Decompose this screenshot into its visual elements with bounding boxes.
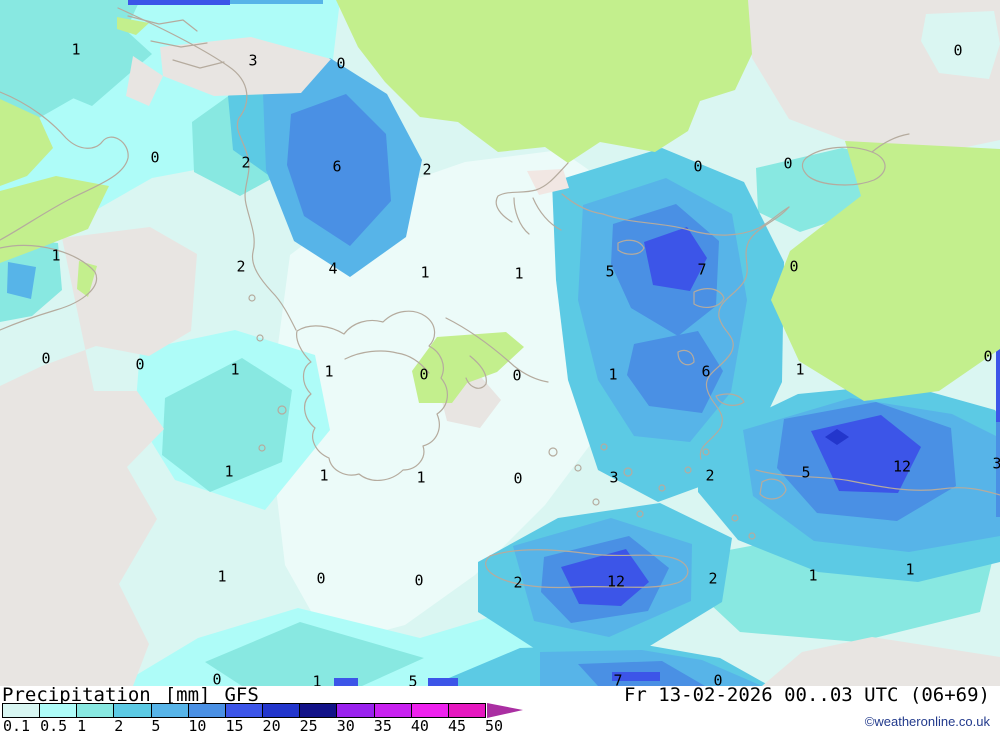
map-value-labels: 1 3 0 0 0 2 6 2 0 0 1 2 4 1 1 5 7 0 0 0 1 1 0 0 1 6 1 0 1 1 1 0 3 2 5 12 3 1 0… (41, 40, 1000, 686)
map-value: 12 (606, 572, 626, 591)
map-value: 0 (783, 154, 793, 173)
map-value: 7 (697, 260, 707, 279)
map-value: 1 (420, 263, 430, 282)
legend-tick-label: 30 (336, 717, 355, 733)
map-value: 0 (316, 569, 326, 588)
map-value: 0 (953, 41, 963, 60)
legend-segment (188, 704, 226, 717)
map-value: 1 (795, 360, 805, 379)
map-value: 2 (241, 153, 251, 172)
legend-tick-label: 35 (373, 717, 392, 733)
legend-segment (225, 704, 264, 717)
legend-segment (77, 704, 115, 717)
map-value: 5 (605, 262, 615, 281)
no-precip-overlays (0, 0, 1000, 686)
map-value: 1 (905, 560, 915, 579)
map-value: 0 (150, 148, 160, 167)
map-value: 0 (983, 347, 993, 366)
legend-segment (40, 704, 78, 717)
map-value: 12 (892, 457, 912, 476)
map-value: 4 (328, 259, 338, 278)
map-value: 3 (992, 454, 1000, 473)
forecast-datetime: Fr 13-02-2026 00..03 UTC (06+69) (623, 684, 990, 706)
map-value: 3 (248, 51, 258, 70)
legend-tick-label: 0.5 (40, 717, 68, 733)
map-value: 0 (212, 670, 222, 686)
map-value: 6 (332, 157, 342, 176)
map-value: 7 (613, 671, 623, 686)
map-value: 1 (217, 567, 227, 586)
legend-tick-label: 1 (77, 717, 87, 733)
legend-tick-label: 40 (410, 717, 429, 733)
legend-tick-label: 50 (485, 717, 504, 733)
map-value: 1 (808, 566, 818, 585)
precipitation-map: 1 3 0 0 0 2 6 2 0 0 1 2 4 1 1 5 7 0 0 0 1 1 0 0 1 6 1 0 1 1 1 0 3 2 5 12 3 1 0… (0, 0, 1000, 686)
legend-segment (300, 704, 338, 717)
legend-tick-label: 0.1 (3, 717, 31, 733)
map-value: 1 (514, 264, 524, 283)
legend-segment (337, 704, 375, 717)
map-value: 2 (422, 160, 432, 179)
legend-segment (263, 704, 301, 717)
map-value: 1 (608, 365, 618, 384)
legend-tick-label: 5 (151, 717, 161, 733)
map-value: 0 (713, 671, 723, 686)
map-value: 1 (230, 360, 240, 379)
map-value: 0 (419, 365, 429, 384)
title-parameter: Precipitation (2, 684, 151, 706)
legend-segment (3, 704, 41, 717)
map-value: 0 (789, 257, 799, 276)
legend-segment (374, 704, 412, 717)
legend-tick-label: 10 (188, 717, 207, 733)
map-value: 5 (801, 463, 811, 482)
map-value: 0 (135, 355, 145, 374)
map-value: 0 (41, 349, 51, 368)
legend-tick-label: 45 (447, 717, 467, 733)
map-value: 2 (513, 573, 523, 592)
map-value: 2 (236, 257, 246, 276)
legend-tick-label: 15 (225, 717, 244, 733)
map-value: 1 (224, 462, 234, 481)
map-value: 5 (408, 672, 418, 686)
title-units: [mm] (164, 684, 211, 706)
legend-tick-label: 2 (114, 717, 124, 733)
precipitation-field (0, 0, 1000, 686)
map-value: 0 (512, 366, 522, 385)
map-value: 1 (312, 672, 322, 686)
map-value: 3 (609, 468, 619, 487)
map-title: Precipitation [mm] GFS (2, 684, 273, 706)
title-model: GFS (224, 684, 259, 706)
map-value: 2 (705, 466, 715, 485)
legend-segment (151, 704, 189, 717)
map-value: 0 (414, 571, 424, 590)
legend-bar (2, 703, 486, 718)
map-value: 2 (708, 569, 718, 588)
footer: Precipitation [mm] GFS Fr 13-02-2026 00..0… (0, 684, 1000, 733)
map-value: 1 (71, 40, 81, 59)
legend-labels: 0.1 0.5 1 2 5 10 15 20 25 30 35 40 45 50 (0, 717, 540, 733)
map-value: 0 (693, 157, 703, 176)
legend-tick-label: 25 (299, 717, 318, 733)
copyright-watermark: ©weatheronline.co.uk (864, 714, 990, 729)
legend-segment (114, 704, 152, 717)
coastlines (0, 7, 1000, 589)
map-value: 0 (513, 469, 523, 488)
map-value: 1 (319, 466, 329, 485)
legend-arrow (487, 703, 523, 718)
map-value: 1 (324, 362, 334, 381)
legend-segment (448, 704, 486, 717)
map-value: 1 (416, 468, 426, 487)
legend-segment (411, 704, 449, 717)
map-value: 0 (336, 54, 346, 73)
legend-tick-label: 20 (262, 717, 281, 733)
map-value: 6 (701, 362, 711, 381)
map-value: 1 (51, 246, 61, 265)
